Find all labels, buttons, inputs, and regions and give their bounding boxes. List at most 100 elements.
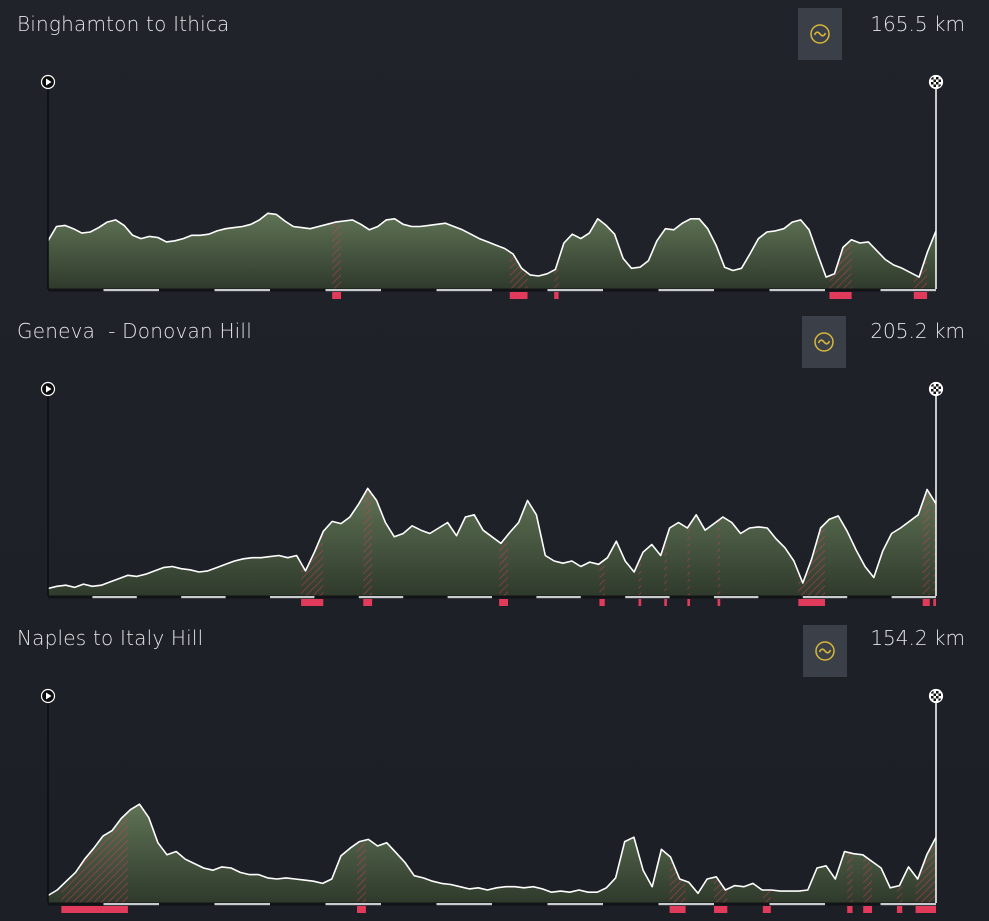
climb-hatch <box>915 804 936 903</box>
climb-hatch <box>363 488 373 596</box>
start-flag-icon <box>40 74 56 90</box>
climb-hatch <box>714 804 728 903</box>
km-segment <box>880 289 936 292</box>
km-segment <box>103 903 159 906</box>
km-segment <box>447 596 492 599</box>
climb-marker <box>933 599 936 606</box>
climb-marker <box>714 906 728 913</box>
hilly-stage-icon <box>815 641 835 661</box>
hilly-stage-icon <box>814 332 834 352</box>
climb-marker <box>301 599 324 606</box>
climb-marker <box>863 906 873 913</box>
km-segment <box>880 903 936 906</box>
climb-marker <box>332 292 342 299</box>
climb-marker <box>762 906 771 913</box>
climb-marker <box>61 906 128 913</box>
climb-hatch <box>599 488 605 596</box>
climb-marker <box>669 906 686 913</box>
elevation-area <box>48 213 936 289</box>
stage-type-badge <box>802 316 846 368</box>
km-segment <box>536 596 581 599</box>
stage-title: Binghamton to Ithica <box>17 12 230 36</box>
climb-hatch <box>863 804 873 903</box>
km-segment <box>547 903 603 906</box>
elevation-profile <box>40 381 944 606</box>
km-segment <box>214 903 270 906</box>
climb-marker <box>687 599 691 606</box>
climb-hatch <box>61 804 128 903</box>
climb-marker <box>847 906 853 913</box>
climb-marker <box>357 906 366 913</box>
stage-type-badge <box>798 8 842 60</box>
climb-marker <box>554 292 559 299</box>
climb-hatch <box>301 488 324 596</box>
km-segment <box>547 289 603 292</box>
finish-flag-icon <box>928 381 944 397</box>
km-segment <box>658 903 714 906</box>
stage-card-1[interactable]: Binghamton to Ithica 165.5 km <box>0 0 989 307</box>
elevation-line <box>47 487 937 590</box>
climb-hatch <box>332 213 342 289</box>
climb-marker <box>922 599 930 606</box>
hilly-stage-icon <box>810 24 830 44</box>
climb-marker <box>896 906 903 913</box>
km-segment <box>214 289 270 292</box>
stage-distance: 165.5 km <box>870 12 965 36</box>
climb-hatch <box>638 488 642 596</box>
stage-distance: 154.2 km <box>870 626 965 650</box>
finish-flag-icon <box>928 688 944 704</box>
km-segment <box>103 289 159 292</box>
km-segment <box>769 903 825 906</box>
climb-marker <box>363 599 373 606</box>
climb-marker <box>499 599 508 606</box>
stage-title: Naples to Italy Hill <box>17 626 204 650</box>
climb-marker <box>638 599 642 606</box>
climb-hatch <box>829 213 852 289</box>
climb-marker <box>599 599 605 606</box>
elevation-line <box>47 803 937 897</box>
climb-hatch <box>664 488 667 596</box>
stage-title: Geneva - Donovan Hill <box>17 319 252 343</box>
km-segment <box>92 596 137 599</box>
km-segment <box>658 289 714 292</box>
climb-marker <box>915 906 936 913</box>
climb-hatch <box>499 488 508 596</box>
climb-hatch <box>509 213 528 289</box>
stage-distance: 205.2 km <box>870 319 965 343</box>
climb-hatch <box>896 804 903 903</box>
climb-hatch <box>933 488 936 596</box>
climb-marker <box>829 292 852 299</box>
climb-hatch <box>922 488 930 596</box>
elevation-area <box>48 488 936 596</box>
climb-marker <box>664 599 667 606</box>
km-segment <box>270 596 315 599</box>
elevation-line <box>47 212 937 278</box>
stage-card-2[interactable]: Geneva - Donovan Hill 205.2 km <box>0 307 989 614</box>
km-segment <box>358 596 404 599</box>
climb-hatch <box>847 804 853 903</box>
km-segment <box>325 903 381 906</box>
elevation-profile <box>40 74 944 299</box>
km-segment <box>625 596 670 599</box>
finish-flag-icon <box>928 74 944 90</box>
km-segment <box>769 289 825 292</box>
climb-marker <box>509 292 528 299</box>
km-segment <box>802 596 848 599</box>
km-segment <box>181 596 226 599</box>
climb-hatch <box>554 213 559 289</box>
km-segment <box>436 903 492 906</box>
climb-hatch <box>762 804 771 903</box>
climb-hatch <box>798 488 825 596</box>
climb-marker <box>717 599 721 606</box>
climb-marker <box>798 599 825 606</box>
km-segment <box>891 596 936 599</box>
start-flag-icon <box>40 688 56 704</box>
climb-hatch <box>687 488 691 596</box>
stage-type-badge <box>803 625 847 677</box>
km-segment <box>436 289 492 292</box>
elevation-profile <box>40 688 944 913</box>
climb-marker <box>913 292 928 299</box>
stage-card-3[interactable]: Naples to Italy Hill 154.2 km <box>0 614 989 921</box>
km-segment <box>325 289 381 292</box>
km-segment <box>714 596 759 599</box>
